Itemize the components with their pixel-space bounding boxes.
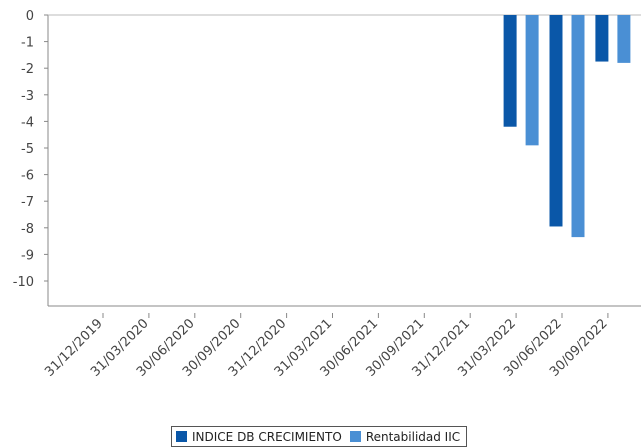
y-tick-label: -10 — [13, 275, 34, 290]
bars — [503, 15, 631, 238]
legend-swatch-series-2 — [349, 431, 361, 442]
y-tick-label: -5 — [21, 142, 34, 157]
y-tick-label: -8 — [21, 222, 34, 237]
bar-series-2 — [571, 15, 585, 238]
y-tick-label: -6 — [21, 169, 34, 184]
legend: INDICE DB CRECIMIENTO Rentabilidad IIC — [171, 426, 468, 447]
bar-series-1 — [549, 15, 563, 227]
y-tick-label: -7 — [21, 195, 34, 210]
bar-series-2 — [617, 15, 631, 63]
axes — [47, 14, 641, 307]
y-tick-label: -1 — [21, 36, 34, 51]
bar-series-2 — [525, 15, 539, 146]
y-tick-label: -2 — [21, 62, 34, 77]
y-tick-label: -4 — [21, 115, 34, 130]
legend-label-series-1: INDICE DB CRECIMIENTO — [192, 429, 342, 444]
y-axis-ticks: 0 -1 -2 -3 -4 -5 -6 -7 -8 -9 -10 — [13, 9, 48, 290]
y-tick-label: -3 — [21, 89, 34, 104]
legend-label-series-2: Rentabilidad IIC — [365, 429, 461, 444]
bar-series-1 — [595, 15, 609, 62]
bar-series-1 — [503, 15, 517, 127]
x-axis-ticks: 31/12/201931/03/202030/06/202030/09/2020… — [42, 313, 611, 380]
y-tick-label: 0 — [26, 9, 34, 24]
legend-swatch-series-1 — [176, 431, 187, 442]
legend-item-series-2: Rentabilidad IIC — [349, 429, 461, 444]
legend-item-series-1: INDICE DB CRECIMIENTO — [176, 430, 342, 444]
y-tick-label: -9 — [21, 248, 34, 263]
